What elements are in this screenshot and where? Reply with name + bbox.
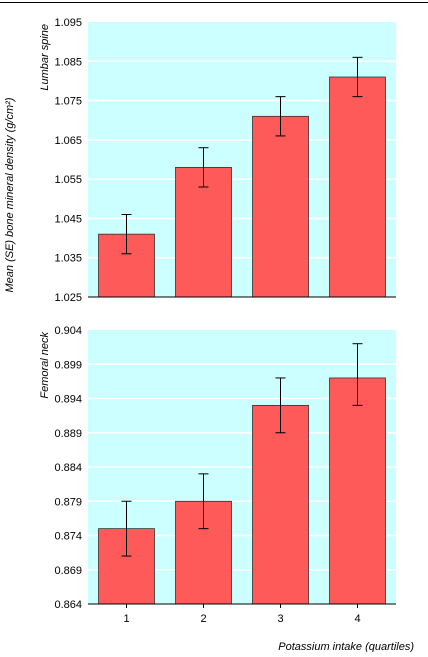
top-rule — [0, 2, 428, 3]
y-tick-label: 1.035 — [54, 253, 82, 265]
y-tick-label: 0.884 — [54, 462, 82, 474]
y-axis-label: Mean (SE) bone mineral density (g/cm²) — [4, 97, 16, 292]
y-tick-label: 1.025 — [54, 292, 82, 304]
panel-title: Femoral neck — [39, 332, 51, 399]
y-tick-label: 1.065 — [54, 135, 82, 147]
y-tick-label: 1.075 — [54, 96, 82, 108]
y-tick-label: 1.045 — [54, 213, 82, 225]
panel-title: Lumbar spine — [39, 24, 51, 91]
x-tick-label: 2 — [200, 613, 206, 625]
x-axis-label: Potassium intake (quartiles) — [278, 641, 414, 652]
y-tick-label: 0.904 — [54, 325, 82, 337]
y-tick-label: 0.864 — [54, 599, 82, 611]
chart-panel-2: 0.864 0.869 0.874 0.879 0.884 0.889 0.894 0.899… — [39, 325, 396, 625]
x-tick-label: 4 — [354, 613, 360, 625]
bar — [252, 115, 309, 298]
bar — [329, 377, 386, 605]
x-tick-label: 1 — [123, 613, 129, 625]
y-tick-label: 1.085 — [54, 56, 82, 68]
y-tick-label: 0.894 — [54, 394, 82, 406]
y-tick-label: 1.095 — [54, 17, 82, 29]
y-tick-label: 0.869 — [54, 565, 82, 577]
bar — [252, 405, 309, 605]
chart-panel-1: 1.025 1.035 1.045 1.055 1.065 1.075 1.085 1.095… — [39, 17, 396, 304]
bar — [329, 76, 386, 298]
y-tick-label: 0.874 — [54, 531, 82, 543]
bar — [175, 167, 232, 298]
x-tick-label: 3 — [277, 613, 283, 625]
y-tick-label: 0.889 — [54, 428, 82, 440]
y-tick-label: 1.055 — [54, 174, 82, 186]
y-tick-label: 0.899 — [54, 359, 82, 371]
y-tick-label: 0.879 — [54, 496, 82, 508]
